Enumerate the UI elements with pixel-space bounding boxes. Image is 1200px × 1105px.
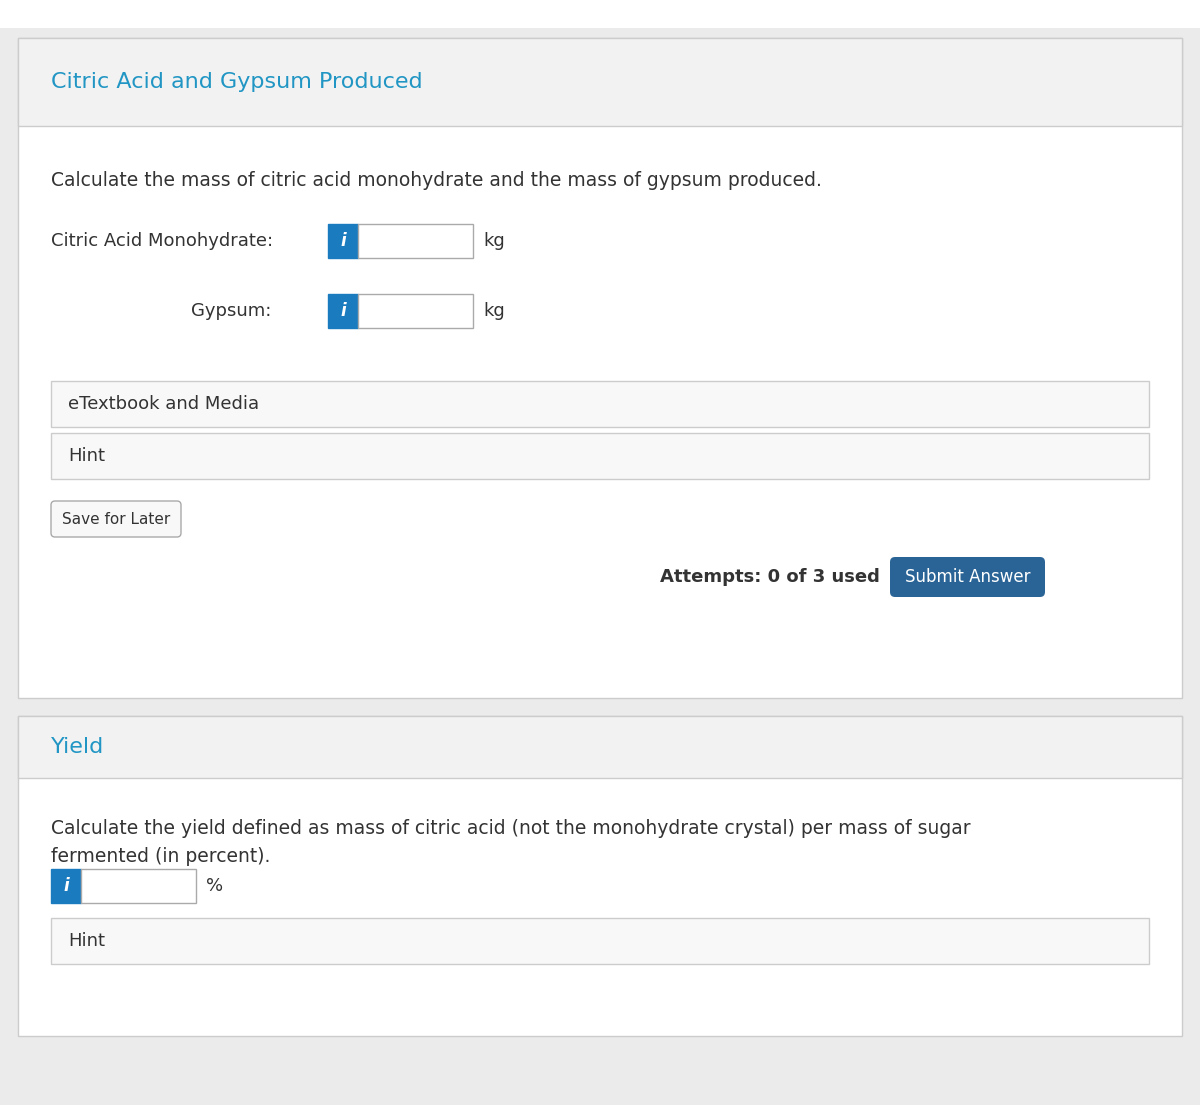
Text: kg: kg xyxy=(482,302,505,320)
Bar xyxy=(18,716,1182,1036)
Text: fermented (in percent).: fermented (in percent). xyxy=(50,846,270,865)
Bar xyxy=(18,38,1182,126)
Bar xyxy=(358,294,473,328)
Text: kg: kg xyxy=(482,232,505,250)
FancyBboxPatch shape xyxy=(50,501,181,537)
Text: Calculate the mass of citric acid monohydrate and the mass of gypsum produced.: Calculate the mass of citric acid monohy… xyxy=(50,171,822,190)
FancyBboxPatch shape xyxy=(890,557,1045,597)
Text: Attempts: 0 of 3 used: Attempts: 0 of 3 used xyxy=(660,568,880,586)
Text: Hint: Hint xyxy=(68,932,106,950)
Text: Gypsum:: Gypsum: xyxy=(191,302,271,320)
Bar xyxy=(18,716,1182,778)
Text: Submit Answer: Submit Answer xyxy=(905,568,1031,586)
Text: Yield: Yield xyxy=(50,737,104,757)
Bar xyxy=(18,38,1182,698)
Bar xyxy=(50,918,1150,964)
Bar xyxy=(328,294,358,328)
Text: Hint: Hint xyxy=(68,448,106,465)
Text: Calculate the yield defined as mass of citric acid (not the monohydrate crystal): Calculate the yield defined as mass of c… xyxy=(50,819,971,838)
Text: %: % xyxy=(206,877,223,895)
Bar xyxy=(50,381,1150,427)
Text: Citric Acid Monohydrate:: Citric Acid Monohydrate: xyxy=(50,232,274,250)
Text: Citric Acid and Gypsum Produced: Citric Acid and Gypsum Produced xyxy=(50,72,422,92)
Text: i: i xyxy=(340,302,346,320)
Bar xyxy=(328,224,358,257)
Bar xyxy=(50,433,1150,478)
Text: eTextbook and Media: eTextbook and Media xyxy=(68,394,259,413)
Text: Save for Later: Save for Later xyxy=(62,512,170,526)
Bar xyxy=(82,869,196,903)
Bar xyxy=(358,224,473,257)
Text: i: i xyxy=(340,232,346,250)
Bar xyxy=(50,869,82,903)
Bar xyxy=(0,0,1200,28)
Text: i: i xyxy=(64,877,68,895)
